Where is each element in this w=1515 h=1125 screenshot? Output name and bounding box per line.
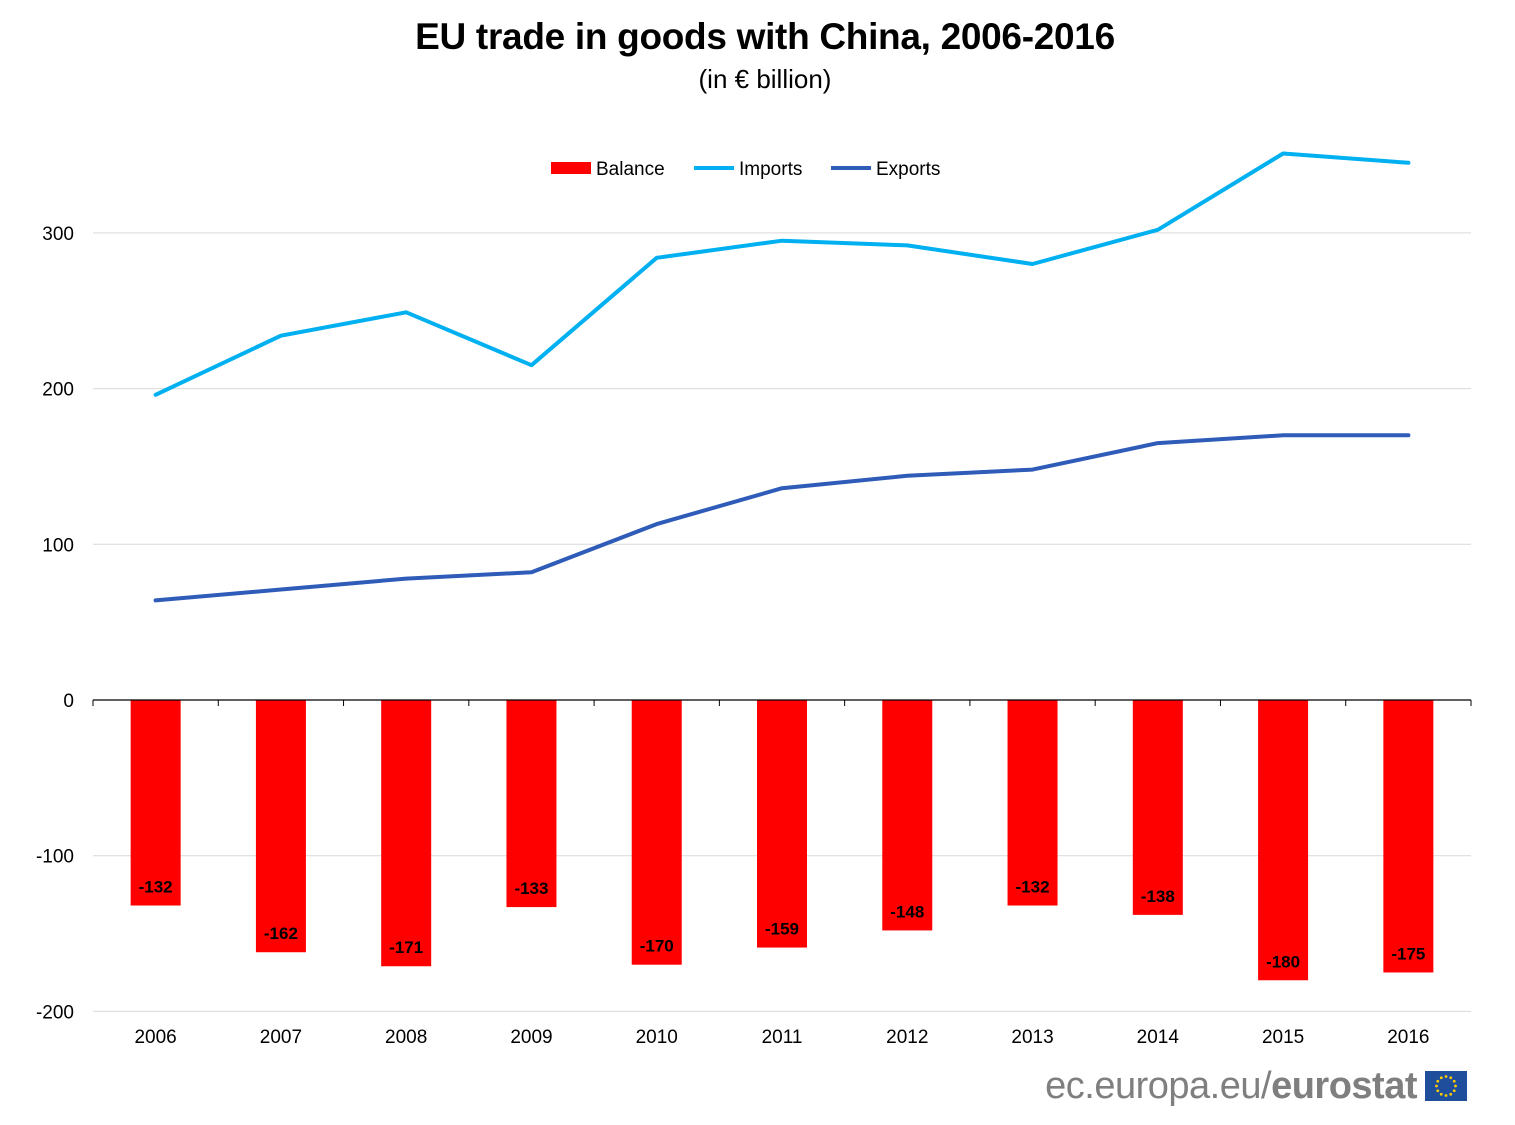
bar-data-label: -180 [1266, 952, 1300, 971]
gridlines [93, 232, 1471, 1012]
flag-star-icon [1444, 1075, 1448, 1078]
y-axis-tick-labels: 300 200 100 0 -100 -200 [36, 224, 74, 1024]
bar-data-label: -133 [514, 879, 548, 898]
legend-balance-swatch [551, 162, 591, 174]
chart-title: EU trade in goods with China, 2006-2016 [415, 16, 1115, 57]
x-tick-label: 2014 [1137, 1027, 1180, 1048]
eurostat-footer: ec.europa.eu/eurostat [1045, 1066, 1467, 1106]
x-tick-label: 2009 [510, 1027, 552, 1048]
x-tick-label: 2015 [1262, 1027, 1304, 1048]
bar-data-labels: -132 -162 -171 -133 -170 -159 -148 -132 -138 -180… [139, 878, 1426, 972]
y-tick-label: 300 [42, 224, 74, 245]
x-tick-label: 2008 [385, 1027, 427, 1048]
legend: Balance Imports Exports [551, 159, 940, 180]
balance-bar [130, 700, 181, 906]
balance-bar [1007, 700, 1058, 906]
flag-star-icon [1436, 1089, 1440, 1093]
flag-star-icon [1439, 1076, 1443, 1080]
flag-star-icon [1452, 1079, 1456, 1083]
balance-bar [1383, 700, 1434, 973]
legend-balance-label: Balance [596, 159, 665, 180]
bar-data-label: -162 [264, 924, 298, 943]
chart-subtitle: (in € billion) [698, 64, 832, 94]
legend-exports-label: Exports [876, 159, 940, 180]
flag-star-icon [1452, 1089, 1456, 1093]
flag-star-icon [1439, 1092, 1443, 1096]
x-tick-label: 2016 [1387, 1027, 1429, 1048]
bar-data-label: -175 [1391, 944, 1425, 963]
footer-brand-name: eurostat [1271, 1065, 1417, 1107]
bar-data-label: -148 [890, 902, 924, 921]
flag-star-icon [1436, 1079, 1440, 1083]
bar-data-label: -132 [1016, 878, 1050, 897]
trade-lines [153, 151, 1411, 603]
y-tick-label: 100 [42, 535, 74, 556]
x-axis [92, 699, 1472, 706]
flag-star-icon [1449, 1076, 1453, 1080]
exports-line [153, 433, 1411, 603]
flag-star-icon [1454, 1084, 1457, 1088]
x-tick-label: 2011 [762, 1027, 803, 1048]
bar-data-label: -171 [389, 938, 423, 957]
flag-star-icon [1435, 1084, 1438, 1088]
balance-bar [381, 700, 432, 967]
y-tick-label: 200 [42, 380, 74, 401]
x-tick-label: 2012 [886, 1027, 928, 1048]
balance-bar [631, 700, 682, 965]
balance-bar [1132, 700, 1183, 915]
x-axis-tick-labels: 2006 2007 2008 2009 2010 2011 2012 2013 2014 2015… [134, 1027, 1429, 1048]
balance-bar [506, 700, 557, 908]
bar-data-label: -170 [640, 937, 674, 956]
legend-imports-label: Imports [739, 159, 802, 180]
y-tick-label: 0 [63, 691, 74, 712]
balance-bar [757, 700, 807, 948]
bar-data-label: -132 [139, 878, 173, 897]
footer-site: ec.europa.eu/ [1045, 1065, 1272, 1107]
x-tick-label: 2013 [1011, 1027, 1053, 1048]
bar-data-label: -138 [1141, 887, 1175, 906]
balance-bars [130, 700, 1434, 981]
footer-url: ec.europa.eu/eurostat [1045, 1066, 1417, 1106]
bar-data-label: -159 [765, 920, 799, 939]
balance-bar [1258, 700, 1309, 981]
y-tick-label: -100 [36, 847, 74, 868]
eu-flag-icon [1425, 1071, 1467, 1101]
flag-star-icon [1449, 1092, 1453, 1096]
imports-line [153, 151, 1411, 397]
balance-bar [255, 700, 306, 953]
balance-bar [882, 700, 933, 931]
x-tick-label: 2006 [134, 1027, 176, 1048]
x-tick-label: 2007 [260, 1027, 302, 1048]
y-tick-label: -200 [36, 1002, 74, 1023]
flag-star-icon [1444, 1094, 1448, 1097]
x-tick-label: 2010 [636, 1027, 678, 1048]
